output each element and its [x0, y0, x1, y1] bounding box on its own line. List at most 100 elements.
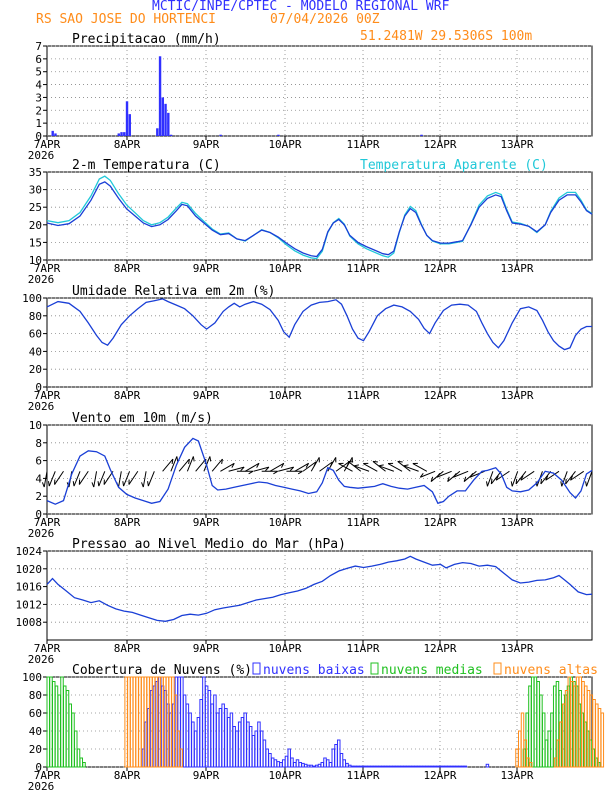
cloud-bar-nuvens-medias	[46, 676, 50, 768]
cloud-bar-nuvens-baixas	[444, 765, 448, 768]
cloud-bar-nuvens-baixas	[386, 765, 391, 768]
cloud-bar-nuvens-baixas	[361, 765, 366, 768]
wind-barb	[186, 456, 194, 472]
y-tick-label: 1024	[16, 545, 43, 558]
cloud-bar-nuvens-medias	[65, 690, 70, 768]
cloud-bar-nuvens-medias	[541, 712, 546, 768]
cloud-bar-nuvens-baixas	[353, 765, 358, 768]
wind-barb-head	[510, 481, 513, 487]
cloud-bar-nuvens-baixas	[441, 765, 446, 768]
wind-barb-head	[545, 475, 549, 481]
x-tick-label: 8APR	[114, 769, 141, 782]
cloud-bar-nuvens-baixas	[485, 763, 490, 768]
y-tick-label: 10	[29, 254, 42, 267]
wind-barb-head	[97, 481, 100, 487]
wind-barb	[195, 458, 207, 472]
station-coordinates: 51.2481W 29.5306S 100m	[360, 29, 533, 44]
cloud-bar-nuvens-baixas	[279, 762, 283, 768]
wind-barb-head	[485, 481, 488, 487]
y-tick-label: 4	[35, 472, 42, 485]
cloud-bar-nuvens-baixas	[243, 712, 247, 768]
cloud-bar-nuvens-baixas	[334, 744, 338, 768]
cloud-bar-nuvens-altas	[600, 712, 605, 768]
cloud-bar-nuvens-medias	[52, 681, 56, 768]
wind-barb-head	[520, 475, 524, 481]
cloud-bar-nuvens-baixas	[383, 765, 388, 768]
wind-barb	[253, 466, 270, 472]
precip-bar	[219, 134, 222, 136]
wind-barb-head	[305, 463, 310, 468]
cloud-bar-nuvens-medias	[76, 748, 81, 768]
wind-barb-head	[147, 481, 149, 487]
cloud-bar-nuvens-baixas	[237, 721, 242, 768]
cloud-bar-nuvens-baixas	[262, 739, 267, 768]
wind-barb	[294, 462, 309, 472]
wind-barb-head	[372, 460, 378, 463]
wind-barb-head	[273, 470, 278, 475]
cloud-bar-nuvens-baixas	[397, 765, 402, 768]
cloud-bar-nuvens-altas	[124, 676, 128, 768]
wind-barb-head	[469, 472, 474, 478]
wind-barb-head	[436, 472, 441, 478]
cloud-bar-nuvens-altas	[146, 676, 150, 768]
cloud-bar-nuvens-baixas	[416, 765, 421, 768]
cloud-bar-nuvens-baixas	[400, 765, 404, 768]
cloud-bar-nuvens-baixas	[317, 763, 322, 768]
cloud-bar-nuvens-medias	[550, 712, 554, 768]
cloud-bar-nuvens-baixas	[438, 765, 443, 768]
cloud-bar-nuvens-baixas	[392, 765, 396, 768]
wind-barb	[378, 465, 394, 472]
wind-barb	[244, 462, 260, 472]
cloud-bar-nuvens-baixas	[281, 759, 286, 768]
y-tick-label: 20	[29, 219, 42, 232]
y-tick-label: 40	[29, 725, 42, 738]
y-tick-label: 4	[35, 79, 42, 92]
cloud-bar-nuvens-altas	[529, 762, 533, 768]
x-tick-label: 7APR	[34, 138, 61, 151]
cloud-bar-nuvens-altas	[138, 676, 142, 768]
y-tick-label: 20	[29, 743, 42, 756]
pressure-line	[46, 555, 593, 622]
cloud-bar-nuvens-baixas	[436, 765, 440, 768]
precip-bar	[125, 101, 129, 136]
x-tick-label: 8APR	[114, 389, 141, 402]
wind-barb	[343, 457, 353, 472]
x-tick-label: 8APR	[114, 262, 141, 275]
cloud-bar-nuvens-baixas	[427, 765, 432, 768]
cloud-bar-nuvens-altas	[154, 676, 159, 768]
wind-barb	[93, 471, 98, 488]
wind-speed-line	[46, 437, 593, 505]
wind-barb	[310, 457, 320, 472]
cloud-bar-nuvens-baixas	[235, 730, 239, 768]
wind-barb	[319, 461, 333, 472]
x-tick-label: 10APR	[268, 516, 301, 529]
x-tick-label: 12APR	[423, 389, 456, 402]
y-tick-label: 0	[35, 761, 42, 774]
y-tick-label: 6	[35, 53, 42, 66]
year-label: 2026	[28, 653, 55, 666]
cloud-bar-nuvens-baixas	[408, 765, 413, 768]
cloud-bar-nuvens-altas	[179, 748, 183, 768]
panel-title: Cobertura de Nuvens (%)	[72, 663, 252, 678]
cloud-bar-nuvens-altas	[132, 676, 137, 768]
cloud-bar-nuvens-medias	[54, 685, 59, 768]
cloud-bar-nuvens-baixas	[301, 762, 305, 768]
cloud-bar-nuvens-baixas	[306, 764, 311, 768]
cloud-bar-nuvens-altas	[171, 676, 175, 768]
wind-barb	[203, 456, 211, 472]
wind-barb-head	[570, 475, 574, 481]
wind-barb	[586, 471, 593, 487]
x-tick-label: 7APR	[34, 389, 61, 402]
wind-barb	[228, 466, 245, 472]
cloud-bar-nuvens-baixas	[364, 765, 369, 768]
wind-barb-head	[403, 464, 409, 467]
wind-barb	[220, 462, 235, 472]
wind-barb	[545, 470, 560, 481]
cloud-bar-nuvens-baixas	[348, 764, 352, 768]
x-tick-label: 13APR	[500, 516, 533, 529]
cloud-bar-nuvens-baixas	[367, 765, 371, 768]
precip-bar	[51, 130, 54, 136]
x-tick-label: 12APR	[423, 516, 456, 529]
y-tick-label: 7	[35, 40, 42, 53]
